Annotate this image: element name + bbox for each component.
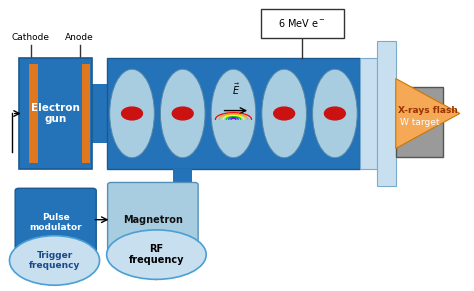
Text: Pulse
modulator: Pulse modulator	[29, 213, 82, 232]
Ellipse shape	[160, 69, 205, 158]
Circle shape	[121, 107, 142, 120]
Ellipse shape	[211, 69, 256, 158]
Text: W target: W target	[400, 118, 439, 127]
Bar	[396, 87, 443, 157]
Text: 6 MeV e$^-$: 6 MeV e$^-$	[278, 17, 326, 29]
Text: Trigger
frequency: Trigger frequency	[29, 251, 80, 270]
Bar	[82, 64, 90, 163]
Bar	[173, 169, 192, 191]
Bar	[261, 9, 344, 38]
Bar	[377, 41, 396, 186]
Text: Electron
gun: Electron gun	[31, 103, 80, 124]
Ellipse shape	[9, 236, 100, 285]
Text: Cathode: Cathode	[12, 33, 50, 42]
FancyBboxPatch shape	[108, 182, 198, 257]
Ellipse shape	[312, 69, 357, 158]
Bar	[360, 58, 377, 169]
Circle shape	[173, 107, 193, 120]
Text: Magnetron: Magnetron	[123, 215, 183, 225]
Circle shape	[274, 107, 295, 120]
Ellipse shape	[109, 69, 155, 158]
Polygon shape	[396, 79, 460, 148]
FancyBboxPatch shape	[15, 188, 96, 257]
Ellipse shape	[107, 230, 206, 279]
Text: Anode: Anode	[65, 33, 94, 42]
Bar	[92, 84, 111, 143]
Circle shape	[325, 107, 346, 120]
Ellipse shape	[262, 69, 307, 158]
Text: RF
frequency: RF frequency	[128, 244, 184, 265]
Bar	[107, 58, 360, 169]
Bar	[29, 64, 38, 163]
Text: X-rays flash: X-rays flash	[398, 106, 457, 115]
Text: $\vec{E}$: $\vec{E}$	[232, 82, 240, 97]
Bar	[19, 58, 92, 169]
